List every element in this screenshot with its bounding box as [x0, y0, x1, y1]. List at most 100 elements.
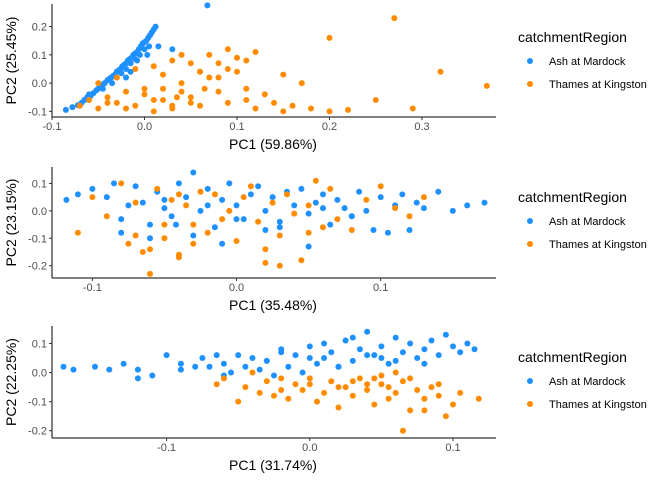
data-point: [204, 229, 211, 236]
data-point: [335, 384, 342, 391]
data-point: [278, 387, 285, 393]
data-point: [249, 355, 256, 361]
legend-key-thames: [527, 81, 533, 87]
data-point: [247, 191, 254, 198]
data-point: [249, 369, 256, 376]
data-point: [321, 340, 328, 347]
data-point: [321, 355, 328, 361]
data-point: [421, 395, 428, 402]
data-point: [428, 384, 435, 391]
legend-label-thames: Thames at Kingston: [549, 239, 647, 251]
data-point: [349, 392, 356, 399]
legend-title: catchmentRegion: [518, 349, 627, 365]
data-point: [219, 196, 226, 203]
y-tick-label: -0.2: [28, 261, 47, 273]
data-point: [335, 363, 342, 370]
data-point: [234, 54, 240, 61]
data-point: [89, 185, 96, 192]
data-point: [169, 46, 176, 53]
data-point: [345, 106, 351, 113]
data-point: [240, 216, 247, 223]
data-point: [215, 88, 222, 95]
data-point: [113, 99, 120, 106]
data-point: [161, 235, 168, 242]
data-point: [233, 238, 240, 244]
data-point: [183, 194, 190, 201]
x-tick-label: -0.1: [43, 121, 62, 133]
data-point: [413, 199, 420, 206]
x-tick-label: -0.1: [157, 442, 176, 454]
data-point: [152, 23, 159, 30]
data-point: [150, 108, 157, 115]
data-point: [99, 85, 106, 92]
data-point: [278, 375, 285, 382]
y-tick-label: 0.1: [32, 50, 47, 62]
y-axis-title: PC2 (23.15%): [3, 179, 19, 267]
data-point: [252, 49, 259, 55]
data-point: [335, 404, 342, 411]
data-point: [378, 381, 385, 388]
data-point: [233, 216, 240, 223]
data-point: [161, 196, 168, 203]
data-point: [409, 105, 416, 112]
data-point: [168, 196, 175, 203]
data-point: [442, 413, 449, 420]
x-tick-label: 0.1: [373, 282, 388, 294]
y-tick-label: 0.2: [32, 22, 47, 34]
data-point: [305, 202, 312, 209]
data-point: [86, 91, 92, 98]
data-point: [127, 68, 134, 75]
data-point: [175, 191, 182, 198]
data-point: [123, 66, 129, 72]
legend: catchmentRegion Ash at Mardock Thames at K…: [518, 29, 647, 91]
data-point: [199, 355, 206, 361]
data-point: [95, 105, 102, 112]
data-point: [161, 221, 168, 228]
data-point: [262, 207, 269, 214]
data-point: [144, 51, 151, 58]
data-point: [414, 355, 421, 361]
data-point: [327, 221, 334, 228]
data-point: [160, 97, 166, 103]
data-point: [139, 199, 146, 206]
data-point: [334, 216, 341, 223]
series-thames: [74, 177, 427, 277]
data-point: [256, 389, 263, 396]
data-point: [327, 185, 334, 192]
legend-title: catchmentRegion: [518, 189, 627, 205]
data-point: [62, 106, 69, 113]
data-point: [449, 207, 456, 214]
data-point: [385, 395, 392, 402]
data-point: [435, 392, 442, 399]
data-point: [305, 243, 312, 250]
data-point: [155, 43, 162, 50]
data-point: [243, 57, 250, 64]
data-point: [168, 213, 175, 220]
data-point: [348, 213, 355, 220]
data-point: [118, 229, 125, 236]
data-point: [187, 94, 194, 101]
data-point: [298, 185, 305, 192]
data-point: [314, 398, 320, 405]
data-point: [377, 183, 384, 190]
data-point: [292, 352, 299, 359]
data-point: [392, 205, 399, 212]
data-point: [292, 381, 299, 388]
data-point: [384, 229, 391, 236]
data-point: [243, 85, 250, 92]
data-point: [392, 357, 399, 364]
data-point: [242, 384, 249, 391]
legend-label-thames: Thames at Kingston: [549, 399, 647, 411]
data-point: [89, 194, 96, 201]
data-point: [364, 381, 371, 388]
data-point: [314, 360, 320, 367]
series-ash: [60, 328, 478, 382]
data-point: [457, 389, 464, 396]
data-point: [269, 194, 276, 201]
data-point: [420, 205, 427, 212]
data-point: [356, 375, 363, 382]
data-point: [134, 366, 141, 373]
y-tick-label: -0.1: [28, 106, 47, 118]
y-tick-label: 0.1: [32, 338, 47, 350]
data-point: [364, 387, 371, 393]
